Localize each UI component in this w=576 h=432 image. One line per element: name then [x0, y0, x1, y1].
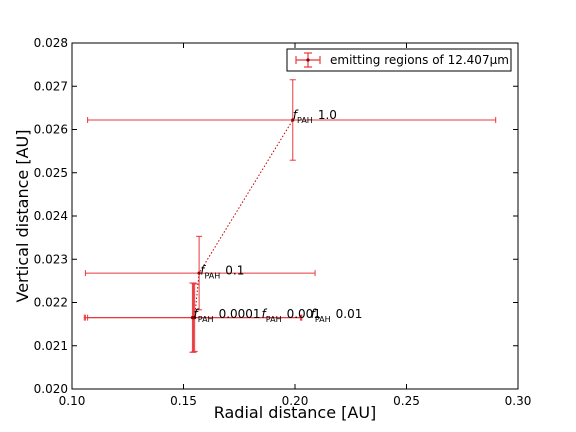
y-tick-label: 0.021	[34, 339, 68, 353]
annotation-fpah-3: fPAH 0.001	[262, 307, 321, 324]
data-point-marker-4	[291, 118, 295, 122]
y-tick-label: 0.020	[34, 382, 68, 396]
legend: emitting regions of 12.407μm	[286, 48, 512, 72]
y-axis-label: Vertical distance [AU]	[13, 130, 32, 303]
legend-box	[286, 48, 512, 72]
x-tick-label: 0.10	[59, 394, 86, 408]
x-tick-label: 0.30	[505, 394, 532, 408]
legend-label: emitting regions of 12.407μm	[330, 53, 509, 67]
y-tick-label: 0.024	[34, 209, 68, 223]
plot-background	[72, 43, 518, 389]
y-tick-label: 0.028	[34, 36, 68, 50]
x-tick-label: 0.25	[393, 394, 420, 408]
annotation-fpah-4: fPAH 0.01	[311, 307, 363, 324]
y-axis-ticks: 0.020 0.021 0.022 0.023 0.024 0.025 0.026 0.027…	[34, 36, 518, 396]
x-tick-label: 0.15	[170, 394, 197, 408]
x-tick-label: 0.20	[282, 394, 309, 408]
x-axis-ticks: 0.10 0.15 0.20 0.25 0.30	[59, 43, 532, 408]
x-axis-label: Radial distance [AU]	[214, 403, 377, 422]
data-point-marker-2	[193, 316, 197, 320]
y-tick-label: 0.027	[34, 79, 68, 93]
markers-layer	[190, 118, 295, 320]
legend-marker	[306, 58, 310, 62]
annotation-fpah-0: fPAH 1.0	[293, 108, 337, 125]
y-tick-label: 0.026	[34, 123, 68, 137]
annotation-fpah-2: fPAH 0.0001	[194, 307, 261, 324]
y-tick-label: 0.025	[34, 166, 68, 180]
y-tick-label: 0.022	[34, 296, 68, 310]
annotation-fpah-1: fPAH 0.1	[200, 264, 244, 281]
data-point-marker-3	[197, 271, 201, 275]
y-tick-label: 0.023	[34, 252, 68, 266]
